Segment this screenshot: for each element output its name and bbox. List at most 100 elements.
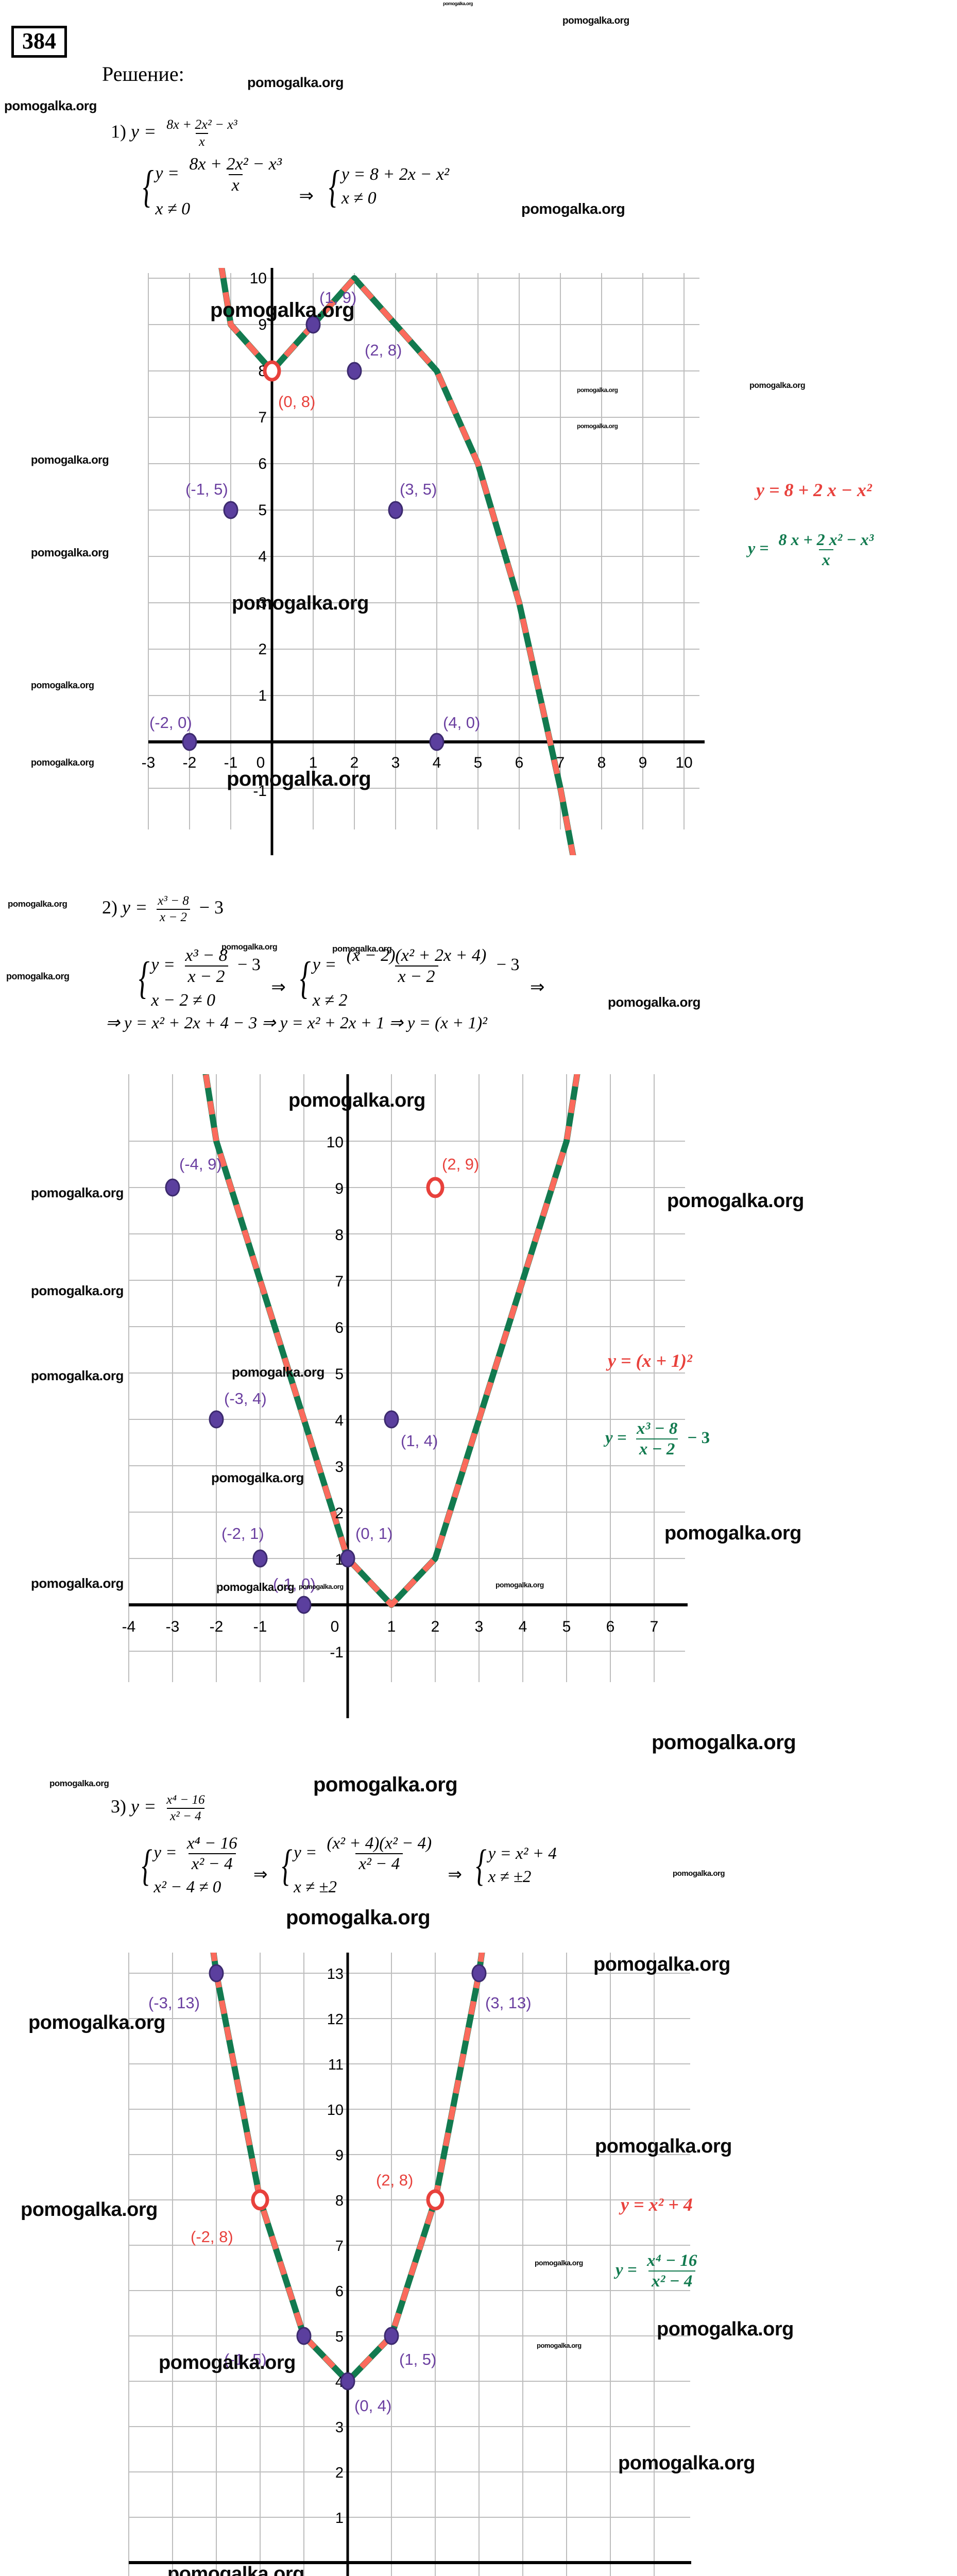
point-1-4 (384, 1410, 399, 1429)
watermark: pomogalka.org (31, 1185, 124, 1200)
svg-text:(3, 13): (3, 13) (485, 1994, 532, 2012)
watermark: pomogalka.org (31, 1575, 124, 1591)
svg-text:(0, 1): (0, 1) (355, 1524, 392, 1543)
problem-number: 384 (11, 26, 67, 58)
svg-text:5: 5 (474, 754, 483, 771)
point-labels: (-3, 13) (3, 13) (-2, 8) (2, 8) (-1, 5) … (148, 1994, 532, 2415)
curve-red (202, 1074, 580, 1608)
svg-text:(3, 5): (3, 5) (400, 480, 437, 498)
part3-index: 3) (111, 1795, 126, 1817)
svg-text:6: 6 (515, 754, 524, 771)
point-0-8-hollow (263, 360, 281, 382)
g3-green-num: x⁴ − 16 (646, 2251, 697, 2270)
watermark: pomogalka.org (31, 1283, 124, 1298)
svg-text:-1: -1 (253, 1618, 267, 1635)
part3-arrow-2: ⇒ (448, 1866, 462, 1885)
svg-text:2: 2 (350, 754, 359, 771)
svg-text:-2: -2 (253, 2575, 267, 2576)
svg-text:0: 0 (331, 1618, 339, 1635)
part2-conclusion: ⇒ y = x² + 2x + 4 − 3 ⇒ y = x² + 2x + 1 … (106, 1014, 487, 1032)
point-neg1-0 (296, 1596, 312, 1614)
svg-text:10: 10 (675, 754, 692, 771)
svg-text:1: 1 (309, 754, 318, 771)
svg-text:-3: -3 (142, 754, 156, 771)
g1-green-lhs: y = (748, 538, 769, 557)
part3-sys2-num: (x² + 4)(x² − 4) (327, 1834, 432, 1853)
g2-green-tail: − 3 (687, 1428, 710, 1447)
svg-text:6: 6 (335, 1319, 344, 1336)
point-neg1-5 (223, 501, 238, 519)
svg-text:4: 4 (335, 1412, 344, 1429)
brace-icon: { (139, 953, 150, 1004)
graph-2: 10 9 8 7 6 5 4 3 2 1 -1 -4 -3 -2 -1 0 1 … (118, 1074, 693, 1718)
svg-text:1: 1 (387, 1618, 396, 1635)
part1-lhs: y = (131, 121, 157, 142)
graph-1: 10 9 8 7 6 5 4 3 2 1 -1 -3 -2 -1 0 1 2 3 (138, 268, 710, 855)
part2-sys2-tail: − 3 (496, 955, 520, 975)
watermark: pomogalka.org (673, 1869, 725, 1878)
svg-text:3: 3 (258, 595, 267, 612)
g2-green-den: x − 2 (636, 1438, 678, 1459)
part3-sys2-den: x² − 4 (355, 1853, 403, 1873)
brace-icon: { (281, 1841, 293, 1890)
svg-text:11: 11 (328, 2057, 344, 2073)
part3-system-1: { y = x⁴ − 16 x² − 4 x² − 4 ≠ 0 ⇒ { y = … (141, 1834, 557, 1896)
watermark: pomogalka.org (521, 201, 625, 217)
svg-text:10: 10 (250, 270, 267, 287)
point-neg2-0 (182, 733, 197, 751)
curve-green (218, 268, 576, 855)
part3-sys1-cond: x² − 4 ≠ 0 (153, 1877, 221, 1896)
data-points (182, 315, 445, 751)
watermark: pomogalka.org (8, 899, 67, 909)
graph-3-legend-red: y = x² + 4 (621, 2194, 693, 2215)
svg-text:10: 10 (327, 2102, 344, 2119)
svg-text:(-2, 8): (-2, 8) (191, 2228, 233, 2246)
brace-icon: { (143, 161, 154, 212)
part3-title-num: x⁴ − 16 (166, 1793, 205, 1807)
part1-sys1-cond: x ≠ 0 (155, 199, 191, 218)
svg-text:2: 2 (431, 2575, 439, 2576)
point-1-5 (384, 2327, 399, 2345)
part2-lhs: y = (122, 896, 148, 918)
svg-text:(1, 5): (1, 5) (399, 2350, 436, 2368)
g1-green-num: 8 x + 2 x² − x³ (778, 530, 874, 549)
part3-title-den: x² − 4 (167, 1807, 204, 1824)
graph-3-legend-green: y = x⁴ − 16 x² − 4 (616, 2251, 703, 2291)
svg-text:7: 7 (335, 2238, 344, 2255)
watermark: pomogalka.org (4, 98, 97, 113)
svg-text:-3: -3 (210, 2575, 223, 2576)
svg-text:(1, 4): (1, 4) (401, 1432, 438, 1450)
part2-sys2-den: x − 2 (395, 965, 438, 986)
svg-text:2: 2 (258, 641, 267, 658)
svg-text:2: 2 (335, 1505, 344, 1522)
watermark: pomogalka.org (749, 381, 806, 390)
watermark: pomogalka.org (443, 1, 473, 6)
point-0-1 (340, 1549, 355, 1568)
watermark: pomogalka.org (31, 546, 109, 559)
brace-icon: { (476, 1841, 487, 1890)
svg-text:(-1, 5): (-1, 5) (185, 480, 228, 498)
svg-text:(-3, 13): (-3, 13) (148, 1994, 200, 2012)
watermark: pomogalka.org (313, 1773, 458, 1796)
svg-text:9: 9 (639, 754, 647, 771)
grid-lines (128, 1953, 690, 2576)
point-neg2-8-hollow (251, 2189, 269, 2211)
point-labels: (1, 9) (2, 8) (0, 8) (-1, 5) (3, 5) (-2,… (149, 289, 480, 732)
svg-text:2: 2 (335, 2465, 344, 2481)
svg-text:9: 9 (258, 316, 267, 333)
svg-text:3: 3 (475, 2575, 483, 2576)
svg-text:(1, 9): (1, 9) (319, 289, 356, 307)
point-neg3-4 (209, 1410, 224, 1429)
x-tick-labels: -4 -3 -2 -1 0 1 2 3 4 5 6 7 (122, 1618, 659, 1635)
part1-sys2-eq: y = 8 + 2x − x² (341, 165, 450, 184)
part3-lhs: y = (131, 1795, 157, 1817)
part2-title-num: x³ − 8 (158, 894, 189, 908)
part3-sys3-eq: y = x² + 4 (488, 1844, 557, 1863)
brace-icon: { (329, 161, 340, 212)
svg-text:-3: -3 (166, 1618, 180, 1635)
graph-1-legend-red: y = 8 + 2 x − x² (756, 480, 872, 500)
watermark: pomogalka.org (6, 971, 70, 981)
svg-text:3: 3 (335, 1459, 344, 1476)
svg-text:(2, 8): (2, 8) (376, 2171, 413, 2189)
